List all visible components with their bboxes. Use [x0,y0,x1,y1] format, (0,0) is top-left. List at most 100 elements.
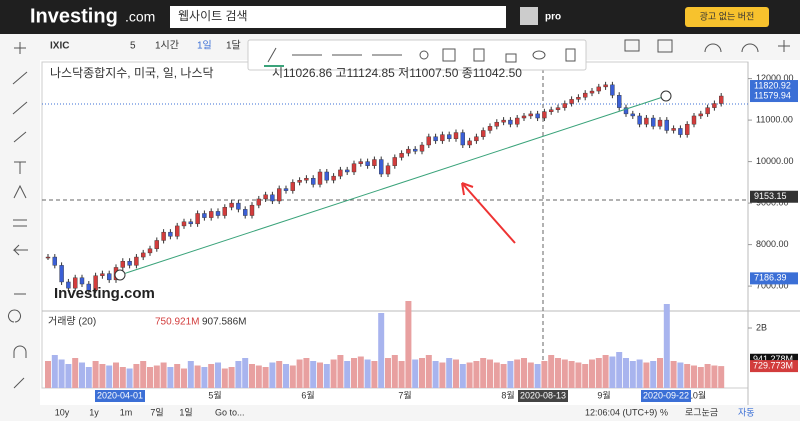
candle [610,84,615,96]
range-button[interactable]: 10y [55,407,70,417]
candle [52,256,57,266]
candle [93,275,98,291]
volume-bar [357,356,364,388]
candle [290,182,295,191]
interval[interactable]: 5 [130,41,136,52]
candle [399,153,404,158]
symbol[interactable]: IXIC [50,41,69,52]
candle [331,175,336,181]
volume-bar [575,362,582,388]
candle [678,128,683,135]
candle [671,128,676,131]
volume-bar [589,359,595,388]
range-button[interactable]: 7일 [150,407,163,417]
volume-bar [677,362,684,388]
volume-bar [595,358,602,388]
volume-bar [453,359,459,388]
candle [494,121,499,127]
candle [202,213,207,218]
volume-bar [548,355,555,388]
candle [236,202,241,210]
candle [79,277,85,285]
volume-val2: 907.586M [202,317,246,328]
range-button[interactable]: 1y [89,407,99,417]
candle [242,209,248,216]
candle [501,119,506,123]
volume-bar [221,368,228,388]
ad-free-button[interactable] [685,7,769,27]
volume-bar [337,355,344,388]
volume-bar [364,359,371,388]
avatar[interactable] [520,7,538,25]
price-mark-label: 9153.15 [754,191,787,201]
volume-bar [344,361,351,388]
candle [372,159,377,166]
vol-mark-box [750,360,798,373]
btn-hour[interactable]: 1시간 [155,40,179,52]
volume-bar [303,358,310,388]
chart-frame [41,61,749,389]
volume-bar [51,355,58,388]
range-button[interactable]: Go to... [215,407,245,417]
x-date-box [518,390,568,402]
volume-bar [487,359,493,388]
volume-bar [439,362,446,388]
candle [569,99,574,104]
btn-day[interactable]: 1일 [197,40,212,52]
search-box[interactable] [170,6,506,28]
search-placeholder: 웹사이트 검색 [178,9,248,23]
volume-bar [296,359,303,388]
candle [263,194,268,200]
range-button[interactable]: 1일 [179,407,192,417]
trend-handle[interactable] [660,90,672,102]
candle [521,115,527,119]
range-button[interactable]: 1m [120,407,133,417]
volume-bar [425,355,432,388]
candle [583,92,588,98]
pct-toggle[interactable]: % [660,407,668,417]
btn-month[interactable]: 1달 [226,40,241,52]
volume-bar [643,362,650,388]
candle [140,252,146,258]
candle [419,144,425,152]
candle [657,119,663,127]
volume-bar [378,313,385,388]
candle [433,136,438,142]
candle [345,169,350,173]
volume-bar [351,358,357,388]
volume-bar [711,365,718,388]
candle [440,134,445,142]
log-toggle[interactable]: 로그눈금 [685,407,718,417]
candle [304,177,309,181]
x-date: 2020-04-01 [97,390,143,400]
candle [106,273,112,281]
volume-bar [568,361,575,388]
auto-toggle[interactable]: 자동 [738,407,755,417]
volume-bar [85,367,92,388]
trend-line[interactable] [119,95,667,276]
candle [168,231,173,237]
candle [413,148,418,152]
price-mark-box [750,90,798,103]
candle [535,113,540,119]
volume-bar [432,361,439,388]
volume-bar [79,362,85,388]
volume-bar [174,364,181,388]
volume-bar [521,358,527,388]
candle [229,202,234,208]
trend-handle[interactable] [114,269,126,281]
x-month: 5월 [208,389,221,400]
candle [637,115,642,125]
candle [134,256,139,266]
candle [100,273,105,276]
logo[interactable]: Investing [30,5,118,27]
candle [256,198,261,206]
price-mark-label: 11820.92 [754,80,791,90]
candle [651,117,656,127]
candle [474,136,479,142]
pro-link[interactable]: pro [545,12,561,23]
candle [630,113,635,117]
volume-bar [704,364,711,388]
logo-suffix: .com [125,9,155,25]
volume-bar [160,362,167,388]
